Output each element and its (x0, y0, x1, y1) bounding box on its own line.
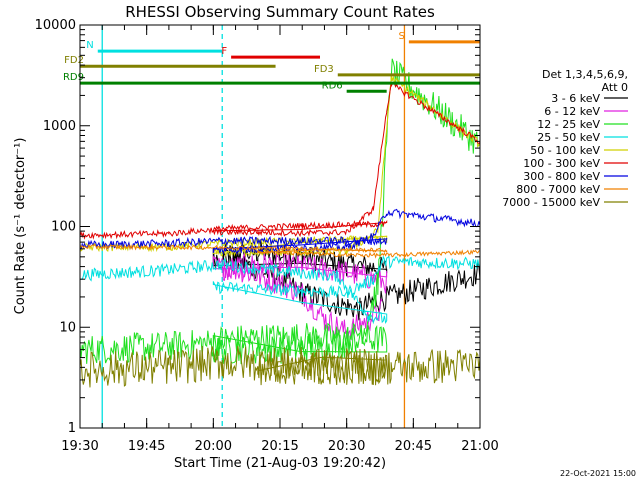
flag-label: RD6 (322, 80, 343, 91)
legend-entry-label: 100 - 300 keV (523, 157, 600, 170)
legend-header: Att 0 (602, 81, 628, 94)
y-axis-label: Count Rate (s⁻¹ detector⁻¹) (13, 138, 28, 315)
legend-entry-label: 300 - 800 keV (523, 170, 600, 183)
flag-labels: N F S FD2 FD3 RD9 RD6 (63, 31, 405, 91)
flag-label: N (86, 40, 93, 51)
flag-label: FD2 (64, 55, 84, 66)
legend-entry-label: 50 - 100 keV (530, 144, 600, 157)
x-tick-label: 19:45 (128, 439, 165, 454)
legend-entry-label: 7000 - 15000 keV (502, 196, 600, 209)
y-tick-label: 10000 (35, 18, 76, 33)
timestamp-label: 22-Oct-2021 15:00 (560, 469, 636, 478)
series-line (80, 345, 480, 388)
x-tick-label: 20:30 (328, 439, 365, 454)
x-tick-label: 19:30 (61, 439, 98, 454)
flag-label: FD3 (314, 64, 334, 75)
series-line (212, 241, 480, 321)
y-tick-label: 1 (68, 421, 76, 436)
flag-label: F (221, 46, 227, 57)
x-tick-label: 21:00 (461, 439, 498, 454)
flag-label: RD9 (63, 72, 84, 83)
legend-entry-label: 6 - 12 keV (544, 105, 600, 118)
axes: 1 10 100 1000 10000 19:30 19:45 20:00 20:15 20:30… (35, 18, 499, 454)
x-axis-label: Start Time (21-Aug-03 19:20:42) (174, 456, 386, 471)
legend-entry-label: 800 - 7000 keV (516, 183, 600, 196)
chart-title: RHESSI Observing Summary Count Rates (125, 3, 435, 21)
y-tick-label: 1000 (43, 119, 76, 134)
series-line (80, 254, 480, 325)
legend-header: Det 1,3,4,5,6,9, (542, 68, 628, 81)
x-tick-label: 20:45 (395, 439, 432, 454)
series-line (212, 251, 388, 342)
legend-entry-label: 12 - 25 keV (537, 118, 600, 131)
flag-label: S (399, 31, 405, 42)
legend-entry-label: 3 - 6 keV (551, 92, 600, 105)
series-line (80, 82, 480, 240)
legend-entry-label: 25 - 50 keV (537, 131, 600, 144)
y-tick-label: 100 (51, 220, 76, 235)
y-tick-label: 10 (59, 320, 76, 335)
flag-bars (80, 40, 480, 93)
x-tick-label: 20:15 (261, 439, 298, 454)
plot-frame (79, 24, 481, 429)
series-group (80, 58, 480, 388)
series-line (80, 243, 480, 259)
x-tick-label: 20:00 (195, 439, 232, 454)
